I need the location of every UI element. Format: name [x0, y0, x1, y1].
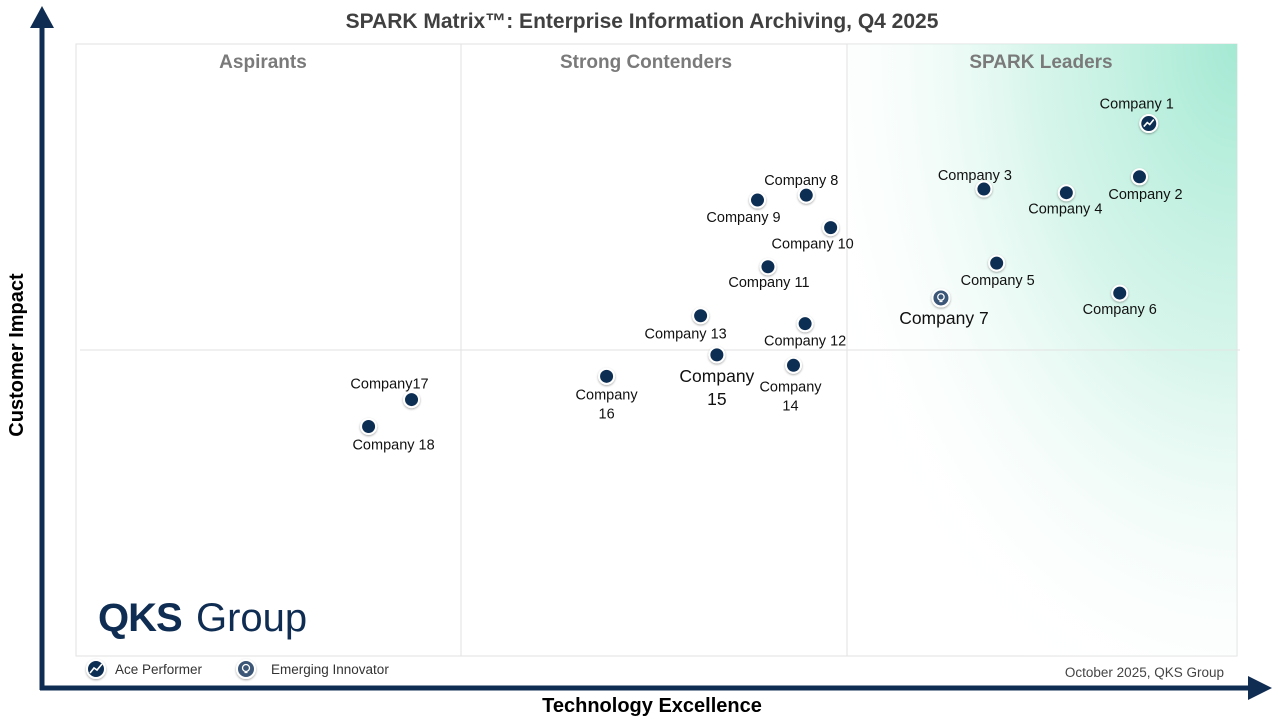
y-axis-arrow: [30, 6, 54, 28]
emerging-innovator-icon: [236, 659, 256, 679]
point-company-10: Company 10: [772, 219, 854, 253]
region-title-strong-contenders: Strong Contenders: [560, 52, 732, 73]
trend-up-icon: [1143, 119, 1155, 128]
point-company-11: Company 11: [728, 258, 810, 291]
label-company-13: Company 13: [645, 327, 727, 343]
legend-item-emerging-innovator: Emerging Innovator: [236, 659, 389, 679]
marker-company-6: [1111, 284, 1129, 302]
trend-up-icon: [89, 663, 103, 674]
chart-title: SPARK Matrix™: Enterprise Information Ar…: [346, 10, 939, 33]
label-company-14: Company 14: [759, 379, 822, 414]
point-company-13: Company 13: [645, 307, 727, 343]
y-axis-label: Customer Impact: [6, 273, 28, 437]
marker-company-10: [822, 219, 840, 237]
point-company-3: Company 3: [938, 168, 1012, 198]
label-company-1: Company 1: [1100, 97, 1174, 113]
marker-company-9: [749, 191, 767, 209]
point-company-4: Company 4: [1028, 184, 1102, 218]
label-company-15: Company 15: [679, 366, 754, 409]
marker-company-14: [784, 356, 802, 374]
label-company-11: Company 11: [728, 275, 809, 291]
label-company-6: Company 6: [1083, 302, 1157, 318]
point-company-18: Company 18: [352, 418, 435, 454]
label-company-3: Company 3: [938, 168, 1012, 184]
label-company-8: Company 8: [764, 173, 838, 189]
marker-company-4: [1057, 184, 1075, 202]
point-company-16: Company 16: [576, 367, 639, 422]
x-axis-arrow: [1248, 676, 1272, 700]
lightbulb-icon: [937, 293, 945, 301]
marker-company17: [403, 391, 421, 409]
data-points: Company 1 Company 2 Company 3 Company 4 Comp…: [350, 97, 1182, 454]
logo-brand-text: QKS: [98, 596, 182, 640]
point-company-8: Company 8: [764, 173, 838, 204]
point-company-7: Company 7: [899, 288, 989, 328]
lightbulb-icon: [241, 663, 251, 673]
marker-company-16: [598, 367, 616, 385]
point-company-12: Company 12: [764, 315, 846, 350]
label-company-7: Company 7: [899, 308, 989, 328]
label-company17: Company17: [350, 377, 428, 393]
label-company-10: Company 10: [772, 237, 854, 253]
logo-word-text: Group: [196, 596, 307, 640]
point-company-2: Company 2: [1108, 168, 1183, 203]
label-company-5: Company 5: [961, 273, 1035, 289]
label-company-2: Company 2: [1108, 187, 1182, 203]
marker-company-18: [360, 418, 378, 435]
point-company-5: Company 5: [961, 254, 1035, 289]
point-company-1: Company 1: [1100, 97, 1174, 134]
marker-company-2: [1130, 168, 1148, 186]
label-company-4: Company 4: [1028, 202, 1102, 218]
region-title-aspirants: Aspirants: [219, 52, 307, 73]
legend-item-ace-performer: Ace Performer: [86, 659, 203, 679]
marker-company-13: [692, 307, 710, 325]
marker-company-15: [708, 346, 726, 364]
label-company-12: Company 12: [764, 334, 846, 350]
point-company-9: Company 9: [706, 191, 781, 226]
legend-label-emerging-innovator: Emerging Innovator: [271, 662, 389, 677]
x-axis-label: Technology Excellence: [542, 695, 762, 717]
marker-company-5: [988, 254, 1006, 272]
point-company-14: Company 14: [759, 356, 822, 414]
marker-company-12: [796, 315, 814, 333]
label-company-16: Company 16: [576, 387, 639, 422]
qks-group-logo: QKS Group: [98, 596, 307, 640]
legend-label-ace-performer: Ace Performer: [115, 662, 203, 677]
marker-company-7: [931, 288, 951, 308]
region-title-spark-leaders: SPARK Leaders: [969, 52, 1112, 73]
marker-company-11: [759, 258, 777, 276]
point-company-15: Company 15: [679, 346, 755, 409]
point-company-6: Company 6: [1083, 284, 1157, 318]
label-company-18: Company 18: [352, 438, 434, 454]
label-company-9: Company 9: [706, 210, 780, 226]
point-company17: Company17: [350, 377, 429, 409]
marker-company-8: [797, 186, 815, 204]
marker-company-3: [975, 180, 993, 198]
legend: Ace Performer Emerging Innovator: [86, 659, 389, 679]
footer-date-source: October 2025, QKS Group: [1065, 665, 1224, 680]
